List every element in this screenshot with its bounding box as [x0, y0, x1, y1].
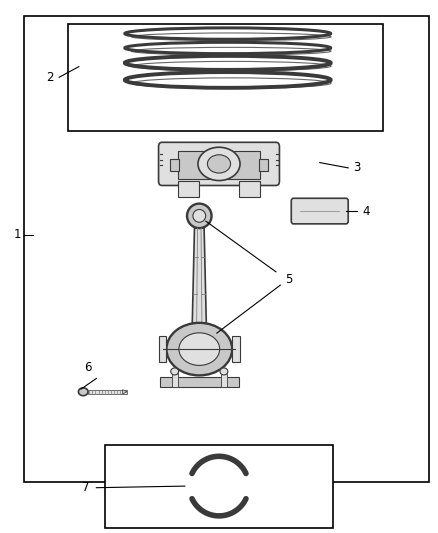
- Ellipse shape: [171, 368, 179, 375]
- Polygon shape: [123, 390, 127, 394]
- Ellipse shape: [166, 323, 232, 375]
- Text: 3: 3: [353, 161, 360, 174]
- Ellipse shape: [187, 204, 212, 228]
- Ellipse shape: [78, 388, 88, 395]
- Ellipse shape: [193, 209, 206, 222]
- FancyBboxPatch shape: [291, 198, 348, 224]
- Bar: [170, 159, 179, 171]
- Bar: [221, 372, 227, 387]
- Bar: [178, 151, 260, 179]
- Bar: [68, 24, 383, 131]
- Bar: [172, 372, 178, 387]
- Bar: [178, 181, 198, 197]
- Ellipse shape: [208, 155, 230, 173]
- Text: 6: 6: [84, 361, 92, 374]
- Ellipse shape: [179, 333, 219, 366]
- Ellipse shape: [198, 147, 240, 181]
- Ellipse shape: [220, 368, 228, 375]
- Bar: [88, 390, 127, 394]
- Polygon shape: [159, 336, 166, 362]
- Bar: [24, 16, 429, 482]
- Text: 5: 5: [286, 273, 293, 286]
- Polygon shape: [232, 336, 240, 362]
- Text: 1: 1: [14, 228, 21, 241]
- Bar: [259, 159, 268, 171]
- Text: 2: 2: [46, 71, 54, 84]
- Bar: [240, 181, 260, 197]
- Text: 4: 4: [362, 205, 370, 217]
- Bar: [105, 445, 333, 528]
- Text: 7: 7: [81, 481, 89, 494]
- FancyBboxPatch shape: [159, 142, 279, 185]
- Bar: [160, 377, 239, 386]
- Polygon shape: [192, 228, 206, 323]
